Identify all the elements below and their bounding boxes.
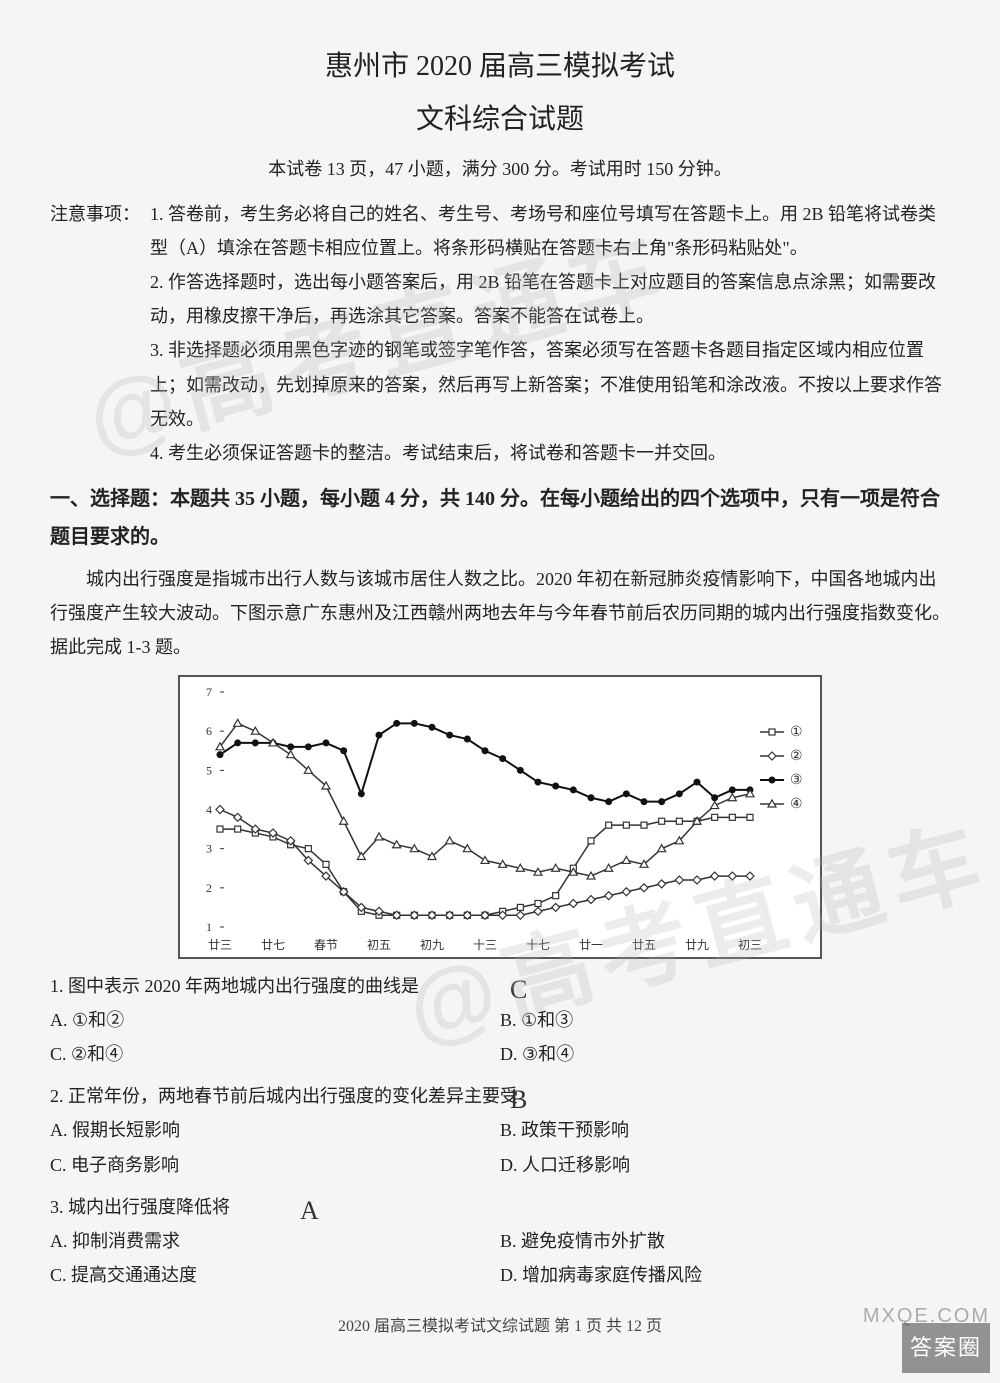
option: C. ②和④ (50, 1037, 500, 1071)
option: B. ①和③ (500, 1003, 950, 1037)
options-row: A. 假期长短影响B. 政策干预影响C. 电子商务影响D. 人口迁移影响 (50, 1113, 950, 1181)
question-text: 3. 城内出行强度降低将 (50, 1190, 950, 1224)
svg-text:①: ① (790, 725, 803, 740)
svg-text:廿五: 廿五 (632, 938, 656, 952)
option: C. 电子商务影响 (50, 1148, 500, 1182)
svg-text:春节: 春节 (314, 938, 338, 952)
svg-text:廿七: 廿七 (261, 938, 285, 952)
section-header: 一、选择题：本题共 35 小题，每小题 4 分，共 140 分。在每小题给出的四… (50, 480, 950, 556)
svg-text:5: 5 (206, 763, 212, 777)
options-row: A. ①和②B. ①和③C. ②和④D. ③和④ (50, 1003, 950, 1071)
handwritten-annotation: A (300, 1186, 319, 1235)
question: 3. 城内出行强度降低将AA. 抑制消费需求B. 避免疫情市外扩散C. 提高交通… (50, 1190, 950, 1293)
page-footer: 2020 届高三模拟考试文综试题 第 1 页 共 12 页 (50, 1312, 950, 1342)
option: A. 假期长短影响 (50, 1113, 500, 1147)
title-line2: 文科综合试题 (50, 93, 950, 146)
svg-text:初三: 初三 (738, 938, 762, 952)
svg-text:6: 6 (206, 724, 212, 738)
svg-text:廿三: 廿三 (208, 938, 232, 952)
svg-text:3: 3 (206, 841, 212, 855)
questions-block: 1. 图中表示 2020 年两地城内出行强度的曲线是CA. ①和②B. ①和③C… (50, 969, 950, 1293)
option: D. 增加病毒家庭传播风险 (500, 1258, 950, 1292)
instruction-item: 4. 考生必须保证答题卡的整洁。考试结束后，将试卷和答题卡一并交回。 (150, 436, 950, 470)
question: 2. 正常年份，两地春节前后城内出行强度的变化差异主要受BA. 假期长短影响B.… (50, 1079, 950, 1182)
chart-svg: 1 2 3 4 5 6 7 廿三 廿七 春节 初五 初九 十三 十七 廿一 廿五 廿九 初三 ① ② ③ ④ (180, 677, 820, 957)
option: D. ③和④ (500, 1037, 950, 1071)
passage-text: 城内出行强度是指城市出行人数与该城市居住人数之比。2020 年初在新冠肺炎疫情影… (50, 562, 950, 665)
question: 1. 图中表示 2020 年两地城内出行强度的曲线是CA. ①和②B. ①和③C… (50, 969, 950, 1072)
option: B. 政策干预影响 (500, 1113, 950, 1147)
svg-text:4: 4 (206, 802, 212, 816)
option: A. ①和② (50, 1003, 500, 1037)
instruction-item: 2. 作答选择题时，选出每小题答案后，用 2B 铅笔在答题卡上对应题目的答案信息… (150, 265, 950, 333)
svg-text:②: ② (790, 749, 803, 764)
instructions-label: 注意事项： (50, 197, 140, 231)
svg-text:1: 1 (206, 920, 212, 934)
question-text: 2. 正常年份，两地春节前后城内出行强度的变化差异主要受 (50, 1079, 950, 1113)
chart-travel-intensity: 1 2 3 4 5 6 7 廿三 廿七 春节 初五 初九 十三 十七 廿一 廿五 廿九 初三 ① ② ③ ④ (178, 675, 822, 959)
options-row: A. 抑制消费需求B. 避免疫情市外扩散C. 提高交通通达度D. 增加病毒家庭传… (50, 1224, 950, 1292)
instruction-item: 1. 答卷前，考生务必将自己的姓名、考生号、考场号和座位号填写在答题卡上。用 2… (150, 197, 950, 265)
instructions-block: 注意事项： 1. 答卷前，考生务必将自己的姓名、考生号、考场号和座位号填写在答题… (50, 197, 950, 471)
instruction-item: 3. 非选择题必须用黑色字迹的钢笔或签字笔作答，答案必须写在答题卡各题目指定区域… (150, 333, 950, 436)
instructions-body: 1. 答卷前，考生务必将自己的姓名、考生号、考场号和座位号填写在答题卡上。用 2… (150, 197, 950, 471)
option: C. 提高交通通达度 (50, 1258, 500, 1292)
svg-text:④: ④ (790, 797, 803, 812)
option: D. 人口迁移影响 (500, 1148, 950, 1182)
exam-meta: 本试卷 13 页，47 小题，满分 300 分。考试用时 150 分钟。 (50, 152, 950, 186)
corner-logo: 答案圈 (902, 1323, 990, 1373)
handwritten-annotation: B (510, 1075, 527, 1124)
handwritten-annotation: C (510, 965, 527, 1014)
svg-text:十七: 十七 (526, 938, 550, 952)
svg-text:廿九: 廿九 (685, 938, 709, 952)
svg-text:7: 7 (206, 685, 212, 699)
svg-text:初九: 初九 (420, 938, 444, 952)
option: B. 避免疫情市外扩散 (500, 1224, 950, 1258)
svg-text:廿一: 廿一 (579, 938, 603, 952)
option: A. 抑制消费需求 (50, 1224, 500, 1258)
svg-text:十三: 十三 (473, 938, 497, 952)
title-line1: 惠州市 2020 届高三模拟考试 (50, 40, 950, 93)
svg-text:③: ③ (790, 773, 803, 788)
svg-text:初五: 初五 (367, 938, 391, 952)
question-text: 1. 图中表示 2020 年两地城内出行强度的曲线是 (50, 969, 950, 1003)
svg-text:2: 2 (206, 880, 212, 894)
